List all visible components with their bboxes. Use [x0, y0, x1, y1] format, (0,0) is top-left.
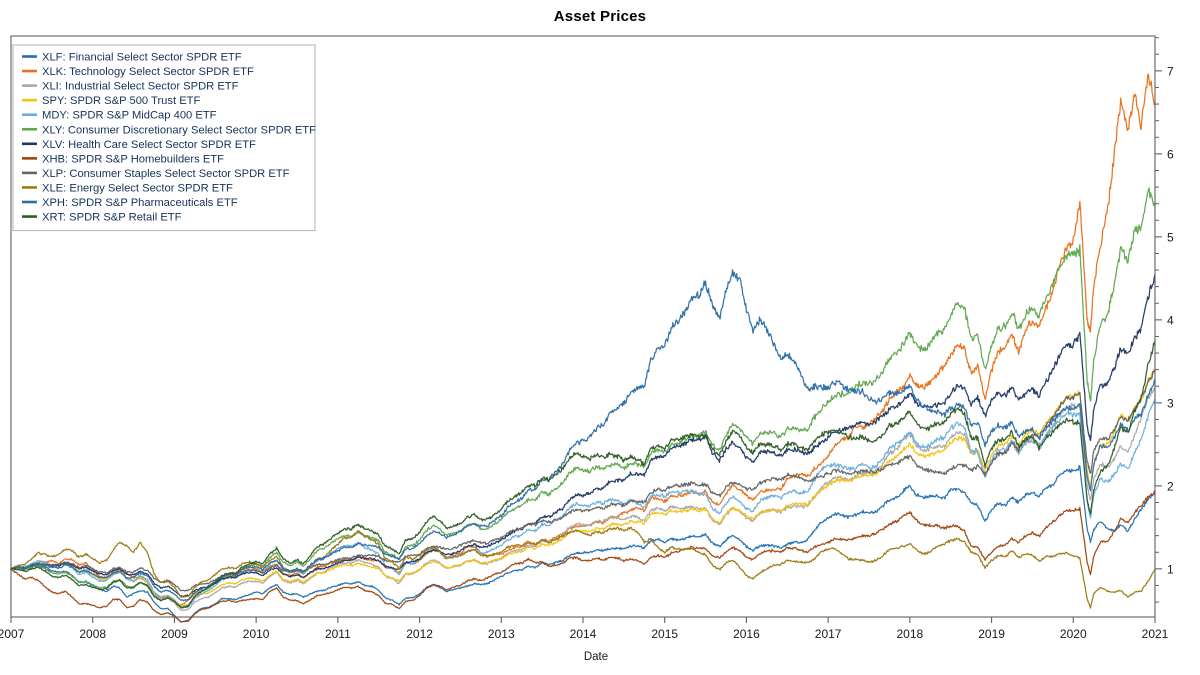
legend-label-3[interactable]: SPY: SPDR S&P 500 Trust ETF	[42, 95, 201, 107]
legend-label-8[interactable]: XLP: Consumer Staples Select Sector SPDR…	[42, 168, 290, 180]
series-layer	[10, 73, 1156, 623]
series-line-xhb	[10, 491, 1156, 623]
y-tick-label-3: 3	[1167, 396, 1174, 410]
chart-title: Asset Prices	[553, 8, 647, 25]
series-line-xph	[10, 269, 1156, 602]
x-tick-label-2009: 2009	[161, 627, 188, 641]
legend-label-9[interactable]: XLE: Energy Select Sector SPDR ETF	[42, 182, 233, 194]
x-tick-label-2007: 2007	[0, 627, 25, 641]
x-tick-label-2019: 2019	[978, 627, 1005, 641]
legend-label-0[interactable]: XLF: Financial Select Sector SPDR ETF	[42, 52, 242, 64]
x-tick-label-2018: 2018	[897, 627, 924, 641]
x-tick-label-2016: 2016	[733, 627, 760, 641]
x-tick-label-2021: 2021	[1142, 627, 1169, 641]
x-axis-ticks: 2007 2008 2009 2010 2011 2012 2013 2014 2015 2016…	[0, 617, 1169, 641]
legend-label-5[interactable]: XLY: Consumer Discretionary Select Secto…	[42, 124, 316, 136]
legend-label-4[interactable]: MDY: SPDR S&P MidCap 400 ETF	[42, 110, 217, 122]
x-tick-label-2012: 2012	[406, 627, 433, 641]
x-tick-label-2008: 2008	[79, 627, 106, 641]
y-tick-label-4: 4	[1167, 313, 1174, 327]
y-tick-label-2: 2	[1167, 479, 1174, 493]
legend-label-7[interactable]: XHB: SPDR S&P Homebuilders ETF	[42, 153, 224, 165]
x-axis-label: Date	[584, 651, 608, 663]
x-tick-label-2014: 2014	[570, 627, 597, 641]
series-line-mdy	[10, 398, 1156, 609]
series-line-xle	[10, 526, 1156, 609]
x-tick-label-2020: 2020	[1060, 627, 1087, 641]
legend-label-1[interactable]: XLK: Technology Select Sector SPDR ETF	[42, 66, 254, 78]
x-tick-label-2015: 2015	[651, 627, 678, 641]
x-tick-label-2010: 2010	[243, 627, 270, 641]
legend-label-10[interactable]: XPH: SPDR S&P Pharmaceuticals ETF	[42, 197, 238, 209]
y-tick-label-6: 6	[1167, 147, 1174, 161]
x-tick-label-2017: 2017	[815, 627, 842, 641]
series-line-xrt	[10, 339, 1156, 609]
series-line-xlp	[10, 369, 1156, 592]
chart-legend: XLF: Financial Select Sector SPDR ETF XLK…	[12, 44, 316, 232]
x-tick-label-2013: 2013	[488, 627, 515, 641]
y-tick-label-5: 5	[1167, 230, 1174, 244]
legend-label-2[interactable]: XLI: Industrial Select Sector SPDR ETF	[42, 81, 239, 93]
x-tick-label-2011: 2011	[325, 627, 351, 641]
legend-label-11[interactable]: XRT: SPDR S&P Retail ETF	[42, 212, 182, 224]
y-tick-label-1: 1	[1167, 562, 1174, 576]
y-tick-label-7: 7	[1167, 64, 1174, 78]
legend-frame	[12, 44, 316, 232]
legend-label-6[interactable]: XLV: Health Care Select Sector SPDR ETF	[42, 139, 256, 151]
y-axis-ticks: 1 2 3 4 5 6 7	[1155, 37, 1174, 603]
